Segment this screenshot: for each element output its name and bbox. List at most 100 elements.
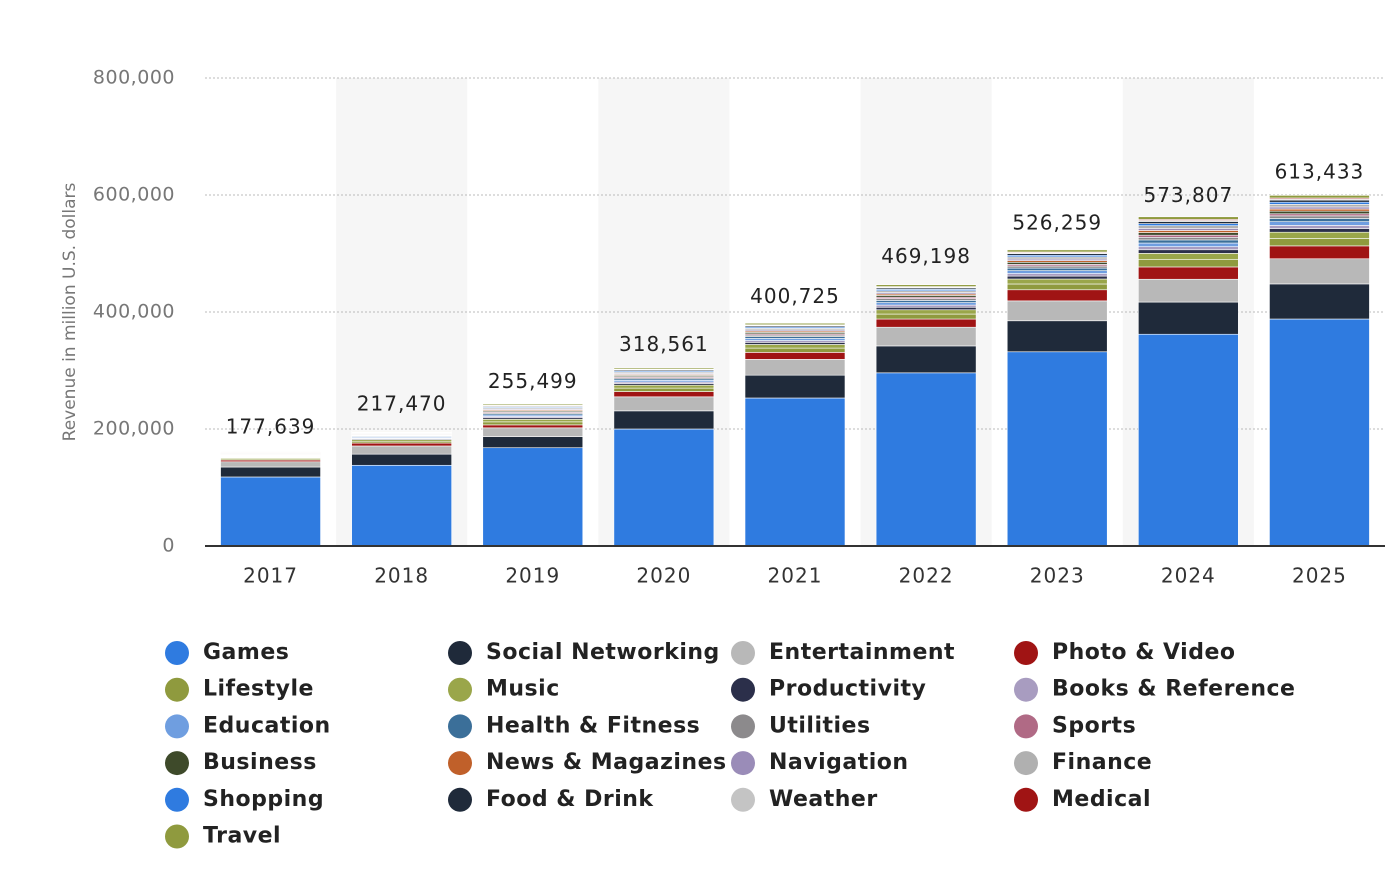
legend-label: Navigation	[769, 750, 909, 775]
legend-label: Productivity	[769, 677, 926, 702]
bar-segment	[1138, 221, 1239, 224]
legend-marker	[448, 677, 472, 702]
total-label: 526,259	[1012, 211, 1102, 235]
bar-segment	[1006, 275, 1108, 280]
legend-label: Photo & Video	[1052, 640, 1236, 665]
legend-marker	[448, 751, 472, 776]
bar-segment	[875, 309, 977, 315]
legend-marker	[448, 787, 472, 812]
total-label: 469,198	[881, 244, 971, 268]
legend-marker	[731, 714, 755, 739]
bar-segment	[1269, 210, 1370, 215]
bar-segment	[1138, 278, 1239, 303]
bar-segment	[482, 403, 584, 406]
legend-label: Travel	[203, 824, 281, 849]
legend-label: Health & Fitness	[486, 713, 700, 738]
legend-label: Music	[486, 677, 560, 702]
legend-label: News & Magazines	[486, 750, 727, 775]
bar-segment	[1138, 246, 1239, 251]
bar-segment	[1006, 265, 1108, 269]
bar-segment	[1269, 318, 1370, 547]
bar-segment	[613, 367, 715, 370]
bar-segment	[220, 476, 321, 547]
bar-segment	[875, 302, 977, 306]
bar-segment	[1138, 242, 1239, 247]
bar-segment	[1138, 232, 1239, 236]
bar-segment	[613, 396, 715, 412]
legend-marker	[1014, 714, 1038, 739]
legend-marker	[1014, 641, 1038, 665]
bar-segment	[482, 421, 584, 426]
bar-segment	[1006, 283, 1108, 291]
bar-segment	[875, 313, 977, 320]
total-label: 255,499	[488, 369, 578, 393]
bar-segment	[744, 359, 846, 376]
legend-marker	[165, 787, 189, 812]
y-tick-label: 0	[162, 535, 175, 557]
bar-segment	[613, 428, 715, 547]
bar-segment	[482, 447, 584, 547]
bar-segment	[744, 374, 846, 399]
bar-segment	[744, 338, 846, 341]
bar-segment	[482, 418, 584, 423]
bar-segment	[1269, 199, 1370, 203]
x-tick-label: 2020	[636, 564, 691, 588]
bar-segment	[1138, 259, 1239, 268]
bar-segment	[482, 427, 584, 437]
legend-marker	[731, 751, 755, 776]
bar-segment	[1006, 261, 1108, 265]
bar-segment	[1138, 249, 1239, 254]
bar-segment	[875, 372, 977, 547]
bar-segment	[1006, 256, 1108, 260]
bar-segment	[1006, 300, 1108, 322]
legend-label: Sports	[1052, 713, 1136, 738]
legend-marker	[165, 677, 189, 702]
bar-segment	[875, 284, 977, 287]
legend-marker	[731, 787, 755, 812]
bar-segment	[875, 318, 977, 328]
x-tick-label: 2023	[1030, 564, 1085, 588]
bar-segment	[1269, 204, 1370, 208]
legend-label: Finance	[1052, 750, 1152, 775]
y-tick-label: 800,000	[93, 67, 175, 89]
bar-segment	[1269, 218, 1370, 222]
bar-segment	[1138, 301, 1239, 335]
x-tick-label: 2022	[899, 564, 954, 588]
x-tick-label: 2025	[1292, 564, 1347, 588]
bar-segment	[1269, 238, 1370, 247]
bar-segment	[1269, 225, 1370, 229]
bar-segment	[875, 300, 977, 303]
bar-segment	[1138, 234, 1239, 238]
bar-segment	[1006, 249, 1108, 253]
bar-segment	[744, 347, 846, 353]
bar-segment	[482, 424, 584, 429]
total-label: 400,725	[750, 284, 840, 308]
legend-marker	[731, 677, 755, 702]
x-tick-label: 2024	[1161, 564, 1216, 588]
bar-segment	[1269, 245, 1370, 260]
bar-segment	[1269, 215, 1370, 219]
bar-segment	[744, 344, 846, 349]
bar-segment	[351, 445, 452, 455]
bar-segment	[1138, 216, 1239, 220]
bar-segment	[1006, 273, 1108, 277]
bar-segment	[1269, 206, 1370, 210]
legend-marker	[165, 751, 189, 776]
total-label: 573,807	[1143, 183, 1233, 207]
bar-segment	[1138, 230, 1239, 233]
bar-segment	[1006, 270, 1108, 274]
bar-segment	[351, 430, 452, 432]
y-tick-label: 600,000	[93, 184, 175, 206]
total-label: 318,561	[619, 332, 709, 356]
bar-segment	[1138, 225, 1239, 229]
bar-segment	[1269, 208, 1370, 212]
legend-marker	[1014, 677, 1038, 702]
legend-marker	[165, 714, 189, 739]
bar-segment	[1138, 266, 1239, 280]
bar-segment	[1006, 278, 1108, 285]
bar-segment	[744, 397, 846, 547]
legend-label: Food & Drink	[486, 787, 654, 812]
bar-segment	[613, 410, 715, 430]
bar-segment	[875, 304, 977, 308]
